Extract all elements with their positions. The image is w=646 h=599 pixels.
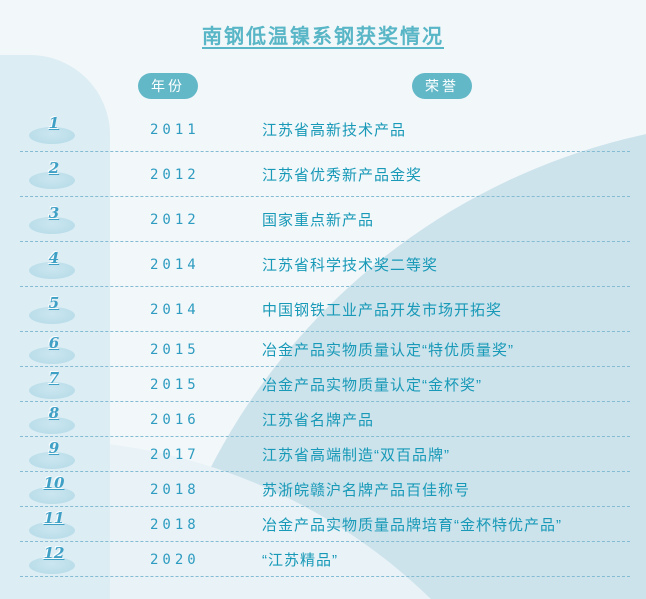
row-honor: 江苏省优秀新产品金奖: [262, 167, 423, 184]
row-year: 2012: [150, 211, 200, 228]
table-row: 12 2020 “江苏精品”: [0, 542, 646, 577]
row-honor: 冶金产品实物质量品牌培育“金杯特优产品”: [262, 517, 562, 534]
row-year: 2012: [150, 166, 200, 183]
oval-shape: [29, 416, 75, 434]
row-year: 2017: [150, 446, 200, 463]
table-row: 1 2011 江苏省高新技术产品: [0, 107, 646, 152]
row-number-badge: 10: [0, 472, 112, 507]
row-number-badge: 5: [0, 287, 112, 332]
table-row: 6 2015 冶金产品实物质量认定“特优质量奖”: [0, 332, 646, 367]
table-row: 4 2014 江苏省科学技术奖二等奖: [0, 242, 646, 287]
table-row: 7 2015 冶金产品实物质量认定“金杯奖”: [0, 367, 646, 402]
row-honor: 冶金产品实物质量认定“特优质量奖”: [262, 342, 514, 359]
row-number: 10: [43, 473, 65, 492]
table-row: 11 2018 冶金产品实物质量品牌培育“金杯特优产品”: [0, 507, 646, 542]
row-number-badge: 7: [0, 367, 112, 402]
oval-shape: [29, 171, 75, 189]
row-number-badge: 2: [0, 152, 112, 197]
row-honor: “江苏精品”: [262, 552, 338, 569]
row-number: 5: [48, 293, 60, 312]
row-honor: 冶金产品实物质量认定“金杯奖”: [262, 377, 482, 394]
row-number: 8: [48, 403, 60, 422]
table-row: 9 2017 江苏省高端制造“双百品牌”: [0, 437, 646, 472]
oval-shape: [29, 216, 75, 234]
row-honor: 江苏省名牌产品: [262, 412, 375, 429]
oval-shape: [29, 306, 75, 324]
row-number-badge: 1: [0, 107, 112, 152]
table-row: 3 2012 国家重点新产品: [0, 197, 646, 242]
oval-shape: [29, 346, 75, 364]
row-honor: 苏浙皖赣沪名牌产品百佳称号: [262, 482, 471, 499]
row-number: 2: [48, 158, 60, 177]
oval-shape: [29, 521, 75, 539]
row-year: 2011: [150, 121, 200, 138]
row-number: 4: [48, 248, 60, 267]
row-honor: 江苏省高端制造“双百品牌”: [262, 447, 450, 464]
table-row: 10 2018 苏浙皖赣沪名牌产品百佳称号: [0, 472, 646, 507]
row-number: 12: [43, 543, 65, 562]
row-honor: 中国钢铁工业产品开发市场开拓奖: [262, 302, 503, 319]
row-number: 7: [48, 368, 60, 387]
column-header-honor: 荣誉: [412, 73, 472, 99]
row-honor: 江苏省高新技术产品: [262, 122, 407, 139]
row-year: 2020: [150, 551, 200, 568]
row-year: 2015: [150, 341, 200, 358]
row-honor: 江苏省科学技术奖二等奖: [262, 257, 439, 274]
row-number: 3: [48, 203, 60, 222]
row-year: 2018: [150, 516, 200, 533]
row-number: 11: [43, 508, 65, 527]
left-number-panel: [0, 55, 110, 599]
row-year: 2016: [150, 411, 200, 428]
row-number-badge: 11: [0, 507, 112, 542]
row-year: 2015: [150, 376, 200, 393]
awards-table: 1 2011 江苏省高新技术产品 2 2012 江苏省优秀新产品金奖 3 201…: [0, 107, 646, 577]
row-number-badge: 12: [0, 542, 112, 577]
row-number-badge: 6: [0, 332, 112, 367]
column-header-year: 年份: [138, 73, 198, 99]
row-year: 2018: [150, 481, 200, 498]
oval-shape: [29, 126, 75, 144]
oval-shape: [29, 381, 75, 399]
row-year: 2014: [150, 301, 200, 318]
oval-shape: [29, 486, 75, 504]
page-title: 南钢低温镍系钢获奖情况: [202, 26, 444, 48]
oval-shape: [29, 451, 75, 469]
row-number-badge: 4: [0, 242, 112, 287]
row-number-badge: 9: [0, 437, 112, 472]
row-year: 2014: [150, 256, 200, 273]
row-number: 1: [48, 113, 60, 132]
row-honor: 国家重点新产品: [262, 212, 375, 229]
table-row: 2 2012 江苏省优秀新产品金奖: [0, 152, 646, 197]
row-number: 9: [48, 438, 60, 457]
table-row: 8 2016 江苏省名牌产品: [0, 402, 646, 437]
oval-shape: [29, 556, 75, 574]
row-number: 6: [48, 333, 60, 352]
row-number-badge: 8: [0, 402, 112, 437]
row-number-badge: 3: [0, 197, 112, 242]
oval-shape: [29, 261, 75, 279]
table-row: 5 2014 中国钢铁工业产品开发市场开拓奖: [0, 287, 646, 332]
